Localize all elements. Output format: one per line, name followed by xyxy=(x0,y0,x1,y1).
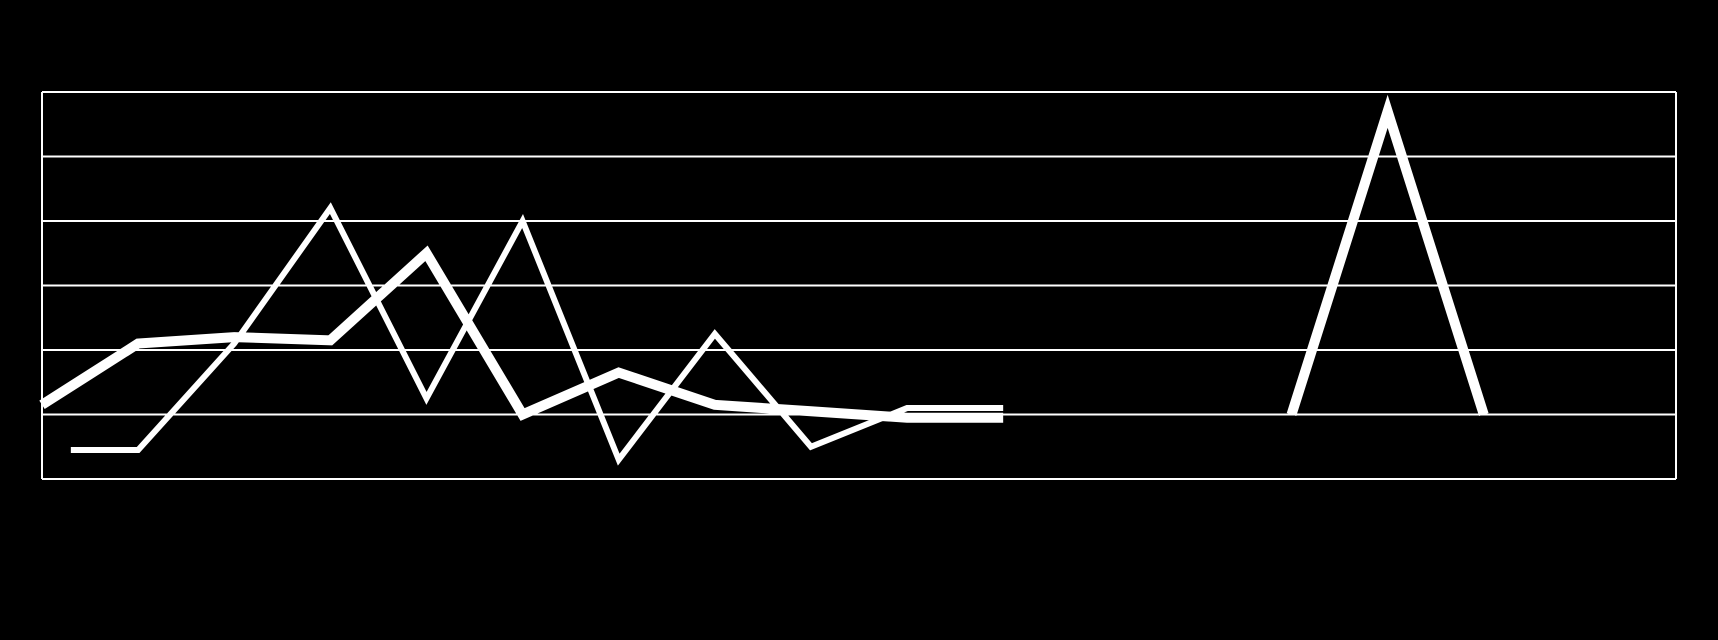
line-chart xyxy=(0,0,1718,640)
chart-background xyxy=(0,0,1718,640)
